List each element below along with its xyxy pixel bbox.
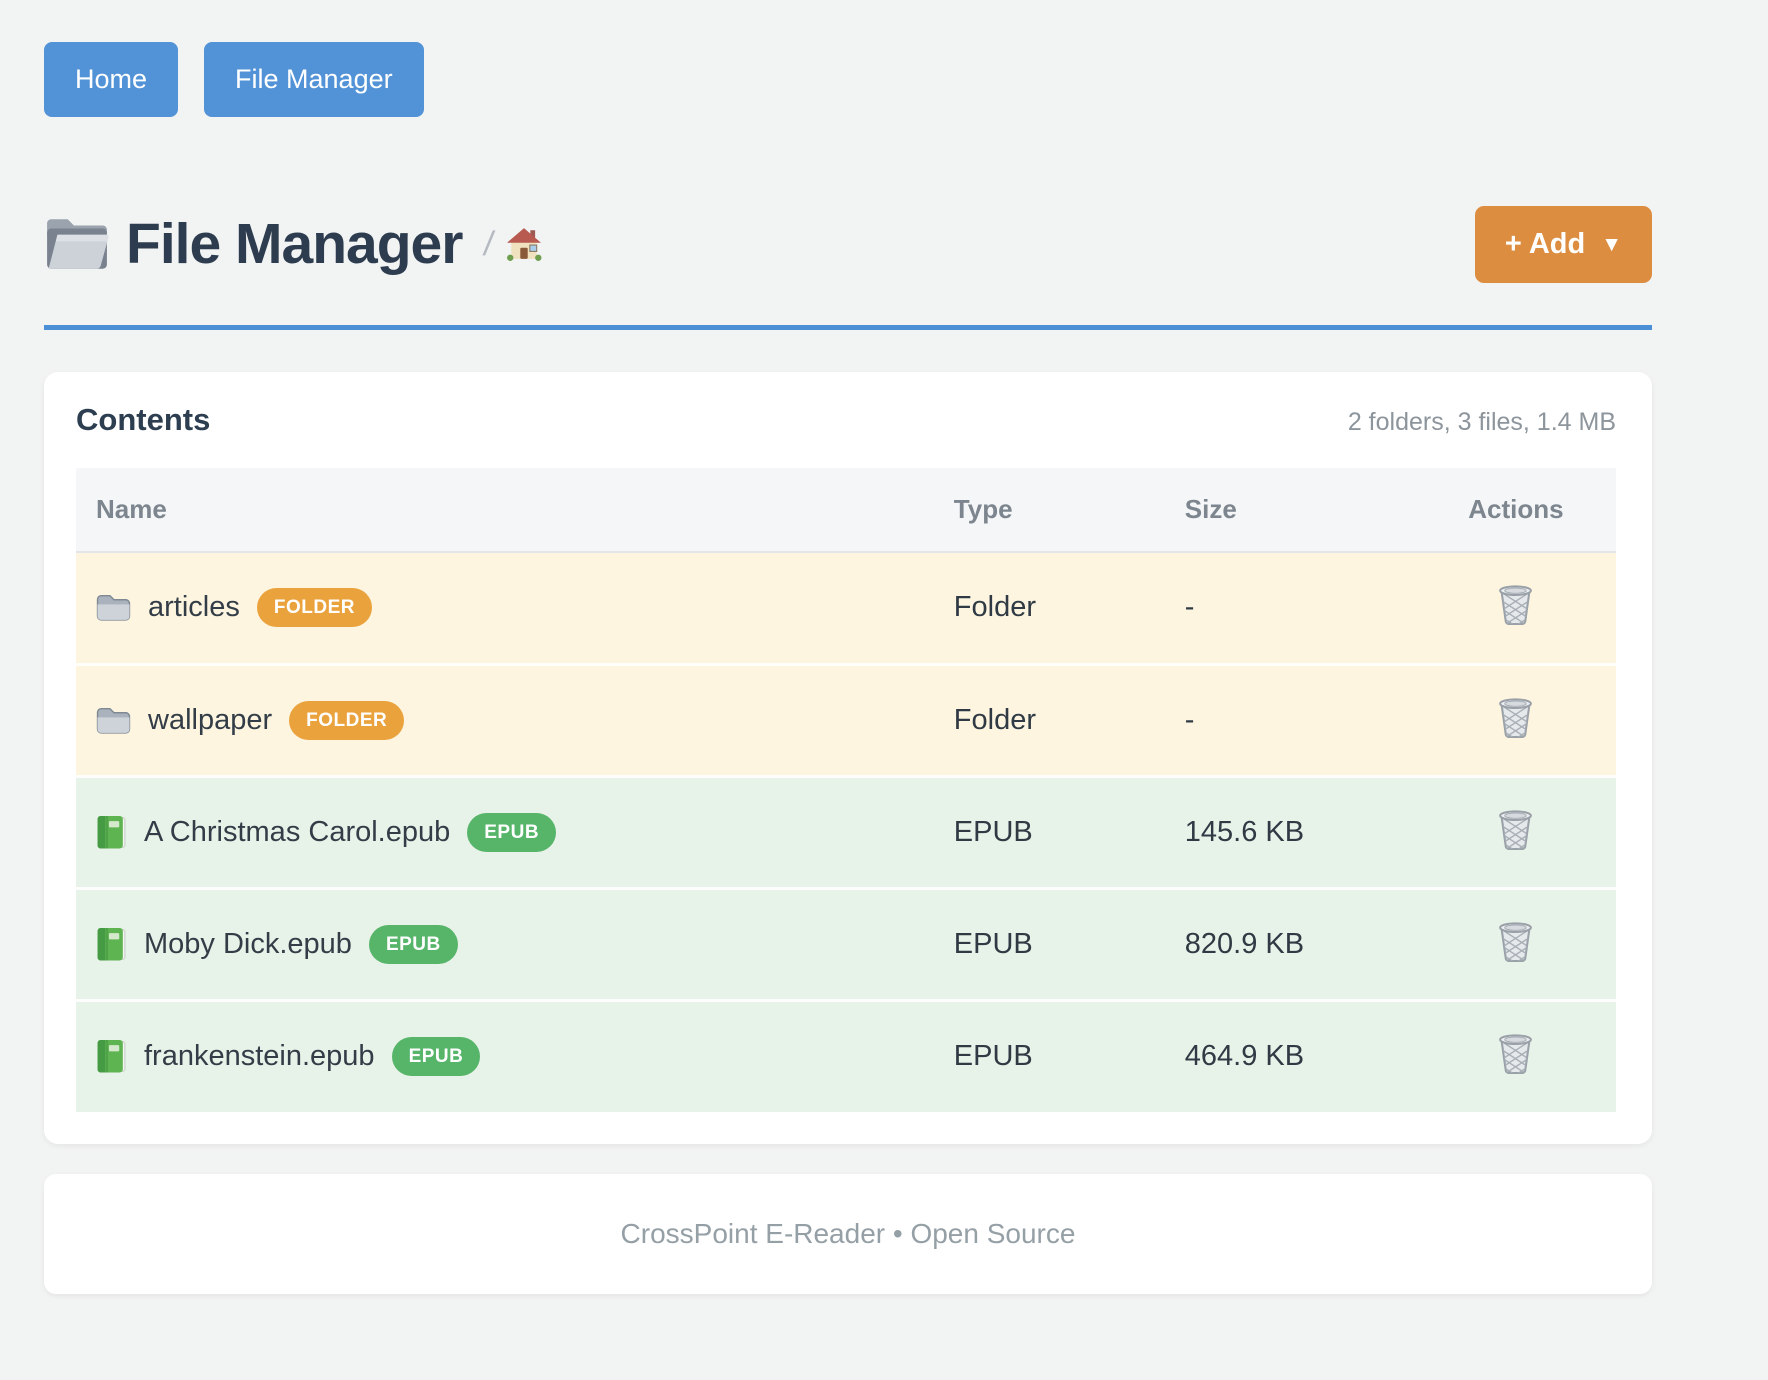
- page-header: File Manager / + Add ▼: [44, 205, 1652, 283]
- folder-badge: FOLDER: [256, 588, 372, 628]
- caret-down-icon: ▼: [1601, 232, 1622, 256]
- folder-icon: [96, 706, 131, 735]
- page: Home File Manager File Manager / + Add ▼…: [44, 42, 1652, 1294]
- contents-title: Contents: [76, 402, 211, 437]
- file-size: -: [1184, 591, 1195, 624]
- column-header-size: Size: [1184, 494, 1237, 524]
- file-size: -: [1184, 703, 1195, 736]
- header-rule: [44, 325, 1652, 330]
- delete-button[interactable]: [1495, 1031, 1536, 1076]
- name-cell: articles FOLDER: [76, 588, 954, 628]
- file-type: EPUB: [953, 1040, 1033, 1073]
- file-name-link[interactable]: A Christmas Carol.epub: [144, 815, 451, 848]
- add-button-label: + Add: [1504, 227, 1586, 260]
- green-book-icon: [96, 927, 127, 962]
- table-row: articles FOLDER Folder -: [76, 552, 1616, 664]
- table-row: A Christmas Carol.epub EPUB EPUB 145.6 K…: [76, 776, 1616, 888]
- footer-card: CrossPoint E-Reader • Open Source: [44, 1174, 1652, 1294]
- delete-button[interactable]: [1495, 695, 1536, 740]
- column-header-type: Type: [953, 494, 1013, 524]
- file-type: Folder: [953, 591, 1036, 624]
- top-nav: Home File Manager: [44, 42, 1652, 117]
- name-cell: A Christmas Carol.epub EPUB: [76, 812, 954, 852]
- name-cell: Moby Dick.epub EPUB: [76, 924, 954, 964]
- file-size: 464.9 KB: [1184, 1040, 1305, 1073]
- breadcrumb-separator: /: [481, 224, 497, 263]
- folder-badge: FOLDER: [289, 700, 405, 740]
- page-title: File Manager: [126, 211, 463, 276]
- file-table-header: Name Type Size Actions: [76, 468, 1616, 552]
- file-name-link[interactable]: articles: [148, 591, 240, 624]
- contents-card: Contents 2 folders, 3 files, 1.4 MB Name…: [44, 372, 1652, 1144]
- delete-button[interactable]: [1495, 807, 1536, 852]
- file-size: 145.6 KB: [1184, 815, 1305, 848]
- name-cell: wallpaper FOLDER: [76, 700, 954, 740]
- title-wrap: File Manager /: [44, 214, 542, 274]
- table-row: frankenstein.epub EPUB EPUB 464.9 KB: [76, 1000, 1616, 1112]
- folder-icon: [96, 593, 131, 622]
- add-button[interactable]: + Add ▼: [1474, 205, 1652, 283]
- name-cell: frankenstein.epub EPUB: [76, 1037, 954, 1077]
- trash-icon: [1497, 697, 1534, 738]
- epub-badge: EPUB: [368, 924, 458, 964]
- breadcrumb-home-link[interactable]: [506, 227, 542, 261]
- trash-icon: [1497, 1033, 1534, 1074]
- nav-home-button[interactable]: Home: [44, 42, 179, 117]
- green-book-icon: [96, 1039, 127, 1074]
- house-icon: [506, 227, 542, 261]
- file-type: EPUB: [953, 927, 1033, 960]
- file-name-link[interactable]: wallpaper: [148, 703, 273, 736]
- file-type: Folder: [953, 703, 1036, 736]
- contents-summary: 2 folders, 3 files, 1.4 MB: [1347, 408, 1616, 436]
- footer-text: CrossPoint E-Reader • Open Source: [620, 1218, 1076, 1249]
- epub-badge: EPUB: [391, 1037, 481, 1077]
- delete-button[interactable]: [1495, 582, 1536, 627]
- file-table: Name Type Size Actions articles FOLDER F…: [76, 468, 1616, 1112]
- file-name-link[interactable]: Moby Dick.epub: [144, 927, 352, 960]
- file-name-link[interactable]: frankenstein.epub: [144, 1040, 375, 1073]
- file-size: 820.9 KB: [1184, 927, 1305, 960]
- nav-file-manager-button[interactable]: File Manager: [204, 42, 424, 117]
- epub-badge: EPUB: [467, 812, 557, 852]
- table-row: Moby Dick.epub EPUB EPUB 820.9 KB: [76, 888, 1616, 1000]
- delete-button[interactable]: [1495, 919, 1536, 964]
- table-row: wallpaper FOLDER Folder -: [76, 664, 1616, 776]
- file-type: EPUB: [953, 815, 1033, 848]
- column-header-name: Name: [96, 494, 167, 524]
- trash-icon: [1497, 809, 1534, 850]
- column-header-actions: Actions: [1468, 494, 1564, 524]
- open-folder-icon: [44, 214, 110, 274]
- trash-icon: [1497, 921, 1534, 962]
- file-table-body: articles FOLDER Folder - wallpaper FOLDE…: [76, 552, 1616, 1112]
- green-book-icon: [96, 815, 127, 850]
- contents-card-header: Contents 2 folders, 3 files, 1.4 MB: [76, 402, 1616, 438]
- trash-icon: [1497, 584, 1534, 625]
